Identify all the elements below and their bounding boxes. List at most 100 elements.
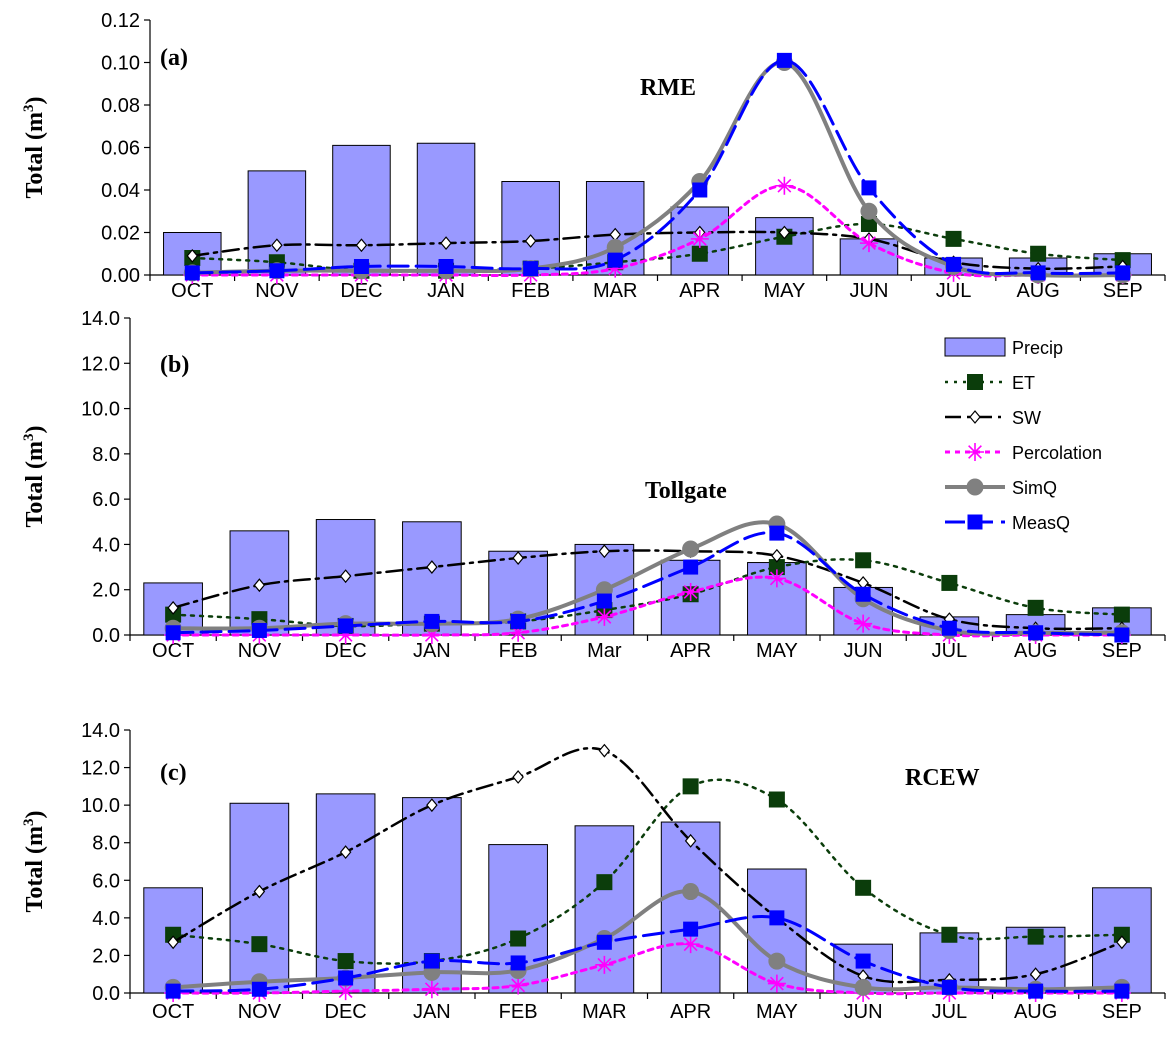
y-tick-label: 4.0: [92, 534, 120, 556]
bar-precip: [660, 821, 721, 994]
x-tick-label: JUN: [850, 280, 889, 302]
point-sw: [778, 225, 791, 240]
y-tick-label: 0.06: [101, 138, 140, 160]
point-sw: [1029, 967, 1042, 982]
y-tick-label: 0.08: [101, 95, 140, 117]
panel-title: RME: [640, 75, 696, 101]
point-sw: [426, 560, 438, 575]
point-percolation: [775, 176, 794, 195]
point-measq: [855, 586, 871, 602]
point-et: [682, 778, 699, 795]
legend-marker-simq: [966, 478, 984, 496]
point-measq: [1028, 983, 1044, 999]
point-measq: [165, 625, 181, 641]
point-simq: [682, 540, 700, 558]
point-sw: [598, 743, 611, 758]
point-percolation: [595, 607, 614, 626]
point-measq: [861, 180, 877, 196]
y-tick-label: 0.0: [92, 983, 120, 1005]
point-percolation: [422, 626, 441, 644]
point-sw: [426, 798, 438, 813]
y-tick-label: 14.0: [81, 720, 120, 742]
point-measq: [353, 259, 369, 274]
x-tick-label: AUG: [1016, 280, 1059, 302]
point-et: [596, 874, 613, 891]
point-simq: [860, 202, 878, 220]
point-measq: [769, 525, 785, 541]
bar-precip: [416, 142, 476, 276]
point-sw: [271, 238, 283, 253]
x-tick-label: MAR: [582, 1001, 626, 1023]
y-tick-label: 4.0: [92, 908, 120, 930]
x-tick-label: NOV: [238, 640, 282, 662]
point-measq: [1115, 265, 1131, 281]
legend-item-sw: SW: [945, 408, 1041, 428]
y-axis-title: Total (m3): [21, 97, 48, 199]
x-tick-label: Mar: [587, 640, 622, 662]
point-measq: [941, 979, 957, 995]
y-axis-title: Total (m3): [21, 426, 48, 528]
x-tick-label: OCT: [152, 640, 194, 662]
point-measq: [424, 953, 440, 969]
x-tick-label: NOV: [238, 1001, 282, 1023]
point-measq: [692, 182, 708, 198]
point-measq: [338, 618, 354, 634]
x-tick-label: FEB: [499, 1001, 538, 1023]
x-tick-label: JUL: [932, 640, 968, 662]
point-sw: [512, 770, 524, 784]
point-measq: [338, 970, 354, 986]
point-sw: [339, 845, 352, 860]
x-tick-label: JUL: [932, 1001, 968, 1023]
y-tick-label: 0.10: [101, 53, 140, 75]
y-tick-label: 0.00: [101, 265, 140, 287]
x-tick-label: OCT: [152, 1001, 194, 1023]
series-line-measq: [171, 915, 1124, 993]
legend-marker-sw: [969, 410, 981, 424]
x-tick-label: AUG: [1014, 1001, 1057, 1023]
x-tick-label: OCT: [171, 280, 213, 302]
y-tick-label: 6.0: [92, 870, 120, 892]
point-percolation: [854, 614, 873, 633]
point-sw: [512, 551, 524, 565]
point-et: [691, 245, 708, 262]
point-measq: [269, 263, 285, 279]
y-tick-label: 12.0: [81, 758, 120, 780]
y-axis-title: Total (m3): [21, 811, 48, 913]
point-measq: [596, 934, 612, 950]
point-et: [855, 879, 872, 896]
point-et: [1030, 245, 1047, 262]
point-sw: [524, 234, 537, 248]
point-sw: [167, 600, 179, 615]
point-sw: [1116, 935, 1128, 950]
point-et: [1027, 599, 1044, 616]
point-percolation: [595, 955, 614, 974]
chart-panel-1: 0.00 0.02 0.04 0.06 0.08 0.10 0.12 OCT NOV DEC JAN…: [21, 10, 1166, 302]
x-tick-label: JAN: [427, 280, 465, 302]
y-tick-label: 2.0: [92, 580, 120, 602]
legend-label: SimQ: [1012, 478, 1057, 498]
x-tick-label: JAN: [413, 1001, 451, 1023]
point-simq: [768, 952, 786, 970]
x-tick-label: SEP: [1102, 640, 1142, 662]
legend-label: Percolation: [1012, 443, 1102, 463]
legend-marker-percolation: [966, 443, 984, 461]
bar-precip: [332, 144, 391, 276]
point-percolation: [681, 582, 700, 601]
point-percolation: [336, 626, 355, 644]
panel-tag: (a): [160, 45, 188, 71]
point-percolation: [422, 980, 441, 999]
point-percolation: [690, 229, 709, 248]
x-tick-label: MAY: [756, 640, 798, 662]
point-percolation: [767, 569, 786, 588]
x-tick-label: APR: [679, 280, 720, 302]
point-et: [337, 953, 354, 970]
x-tick-label: DEC: [340, 280, 382, 302]
point-sw: [186, 248, 199, 263]
x-tick-label: SEP: [1102, 1001, 1142, 1023]
legend-label: Precip: [1012, 338, 1063, 358]
legend-item-percolation: Percolation: [945, 443, 1102, 463]
x-tick-label: NOV: [255, 280, 299, 302]
point-et: [1113, 606, 1130, 623]
point-measq: [946, 256, 962, 272]
